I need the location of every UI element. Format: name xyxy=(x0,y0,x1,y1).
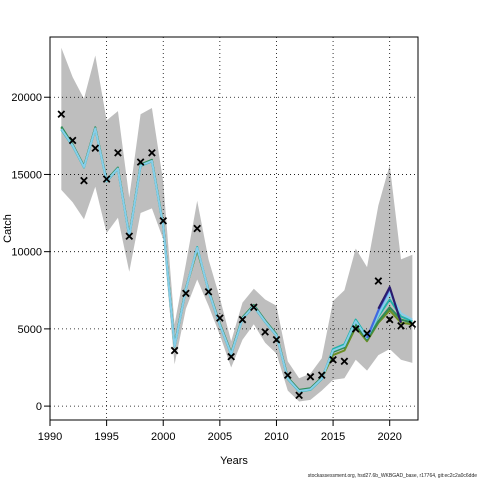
observed-point xyxy=(295,391,303,400)
x-tick-label: 2010 xyxy=(264,431,288,443)
footer-source-text: stockassessment.org, hsd27.6b_WKBGAD_bas… xyxy=(307,473,477,479)
x-tick-label: 1990 xyxy=(38,431,62,443)
observed-point xyxy=(306,372,315,381)
y-tick-label: 0 xyxy=(36,401,42,413)
observed-point xyxy=(114,148,122,157)
x-tick-label: 2005 xyxy=(208,431,232,443)
observed-point xyxy=(385,315,394,324)
observed-point xyxy=(182,289,190,298)
observed-point xyxy=(317,371,326,380)
observed-point xyxy=(57,110,66,119)
observed-point xyxy=(397,321,405,330)
observed-point xyxy=(216,314,224,322)
x-axis-title: Years xyxy=(220,455,248,467)
observed-point xyxy=(374,277,383,285)
observed-point xyxy=(91,144,100,153)
confidence-band-layer xyxy=(61,47,413,402)
observed-point xyxy=(136,158,145,166)
y-tick-label: 5000 xyxy=(18,324,42,336)
observed-point xyxy=(351,325,360,333)
x-tick-label: 1995 xyxy=(94,431,118,443)
x-axis: 1990 1995 2000 2005 2010 2015 2020 xyxy=(38,419,402,443)
observed-point xyxy=(261,328,269,336)
observed-point xyxy=(363,329,371,338)
observed-point xyxy=(68,136,77,145)
grid-lines xyxy=(49,37,418,420)
x-tick-label: 2020 xyxy=(377,431,401,443)
y-tick-label: 15000 xyxy=(11,169,42,181)
observed-point xyxy=(102,175,111,183)
observed-point xyxy=(340,357,349,366)
observed-point xyxy=(238,315,247,324)
observed-point xyxy=(159,216,168,225)
observed-points-layer xyxy=(57,110,417,400)
confidence-band xyxy=(61,47,413,402)
y-tick-label: 10000 xyxy=(11,247,42,259)
observed-point xyxy=(125,232,134,241)
observed-point xyxy=(329,355,337,364)
observed-point xyxy=(204,287,213,296)
observed-point xyxy=(193,224,202,233)
x-tick-label: 2015 xyxy=(321,431,345,443)
observed-point xyxy=(227,352,236,361)
observed-point xyxy=(170,346,179,355)
observed-point xyxy=(283,371,292,380)
observed-point xyxy=(80,176,88,185)
y-tick-label: 20000 xyxy=(11,92,42,104)
series-line-6 xyxy=(377,286,403,324)
observed-point xyxy=(148,148,156,157)
series-line-4 xyxy=(60,127,413,392)
y-axis-title: Catch xyxy=(2,214,14,243)
observed-point xyxy=(408,320,417,329)
x-tick-label: 2000 xyxy=(151,431,175,443)
observed-point xyxy=(249,303,258,312)
observed-point xyxy=(272,335,281,344)
y-axis: 0 5000 10000 15000 20000 xyxy=(11,92,50,413)
